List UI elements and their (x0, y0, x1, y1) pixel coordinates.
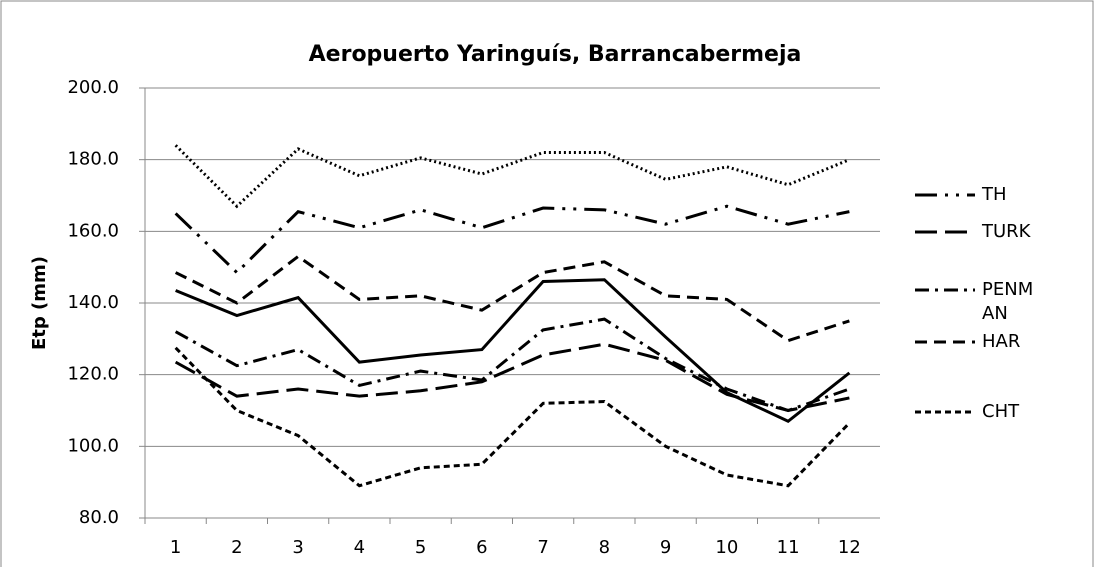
y-tick-label: 200.0 (67, 77, 119, 98)
y-tick-label: 120.0 (67, 364, 119, 385)
x-tick-label: 10 (715, 537, 738, 558)
series-line (174, 317, 850, 413)
x-tick-label: 6 (476, 537, 487, 558)
x-tick-label: 1 (170, 537, 181, 558)
x-tick-label: 7 (537, 537, 548, 558)
series-line (174, 204, 850, 275)
series-line (175, 278, 851, 424)
x-tick-label: 9 (660, 537, 671, 558)
x-tick-label: 8 (599, 537, 610, 558)
y-tick-label: 160.0 (67, 220, 119, 241)
x-tick-label: 2 (231, 537, 242, 558)
x-tick-label: 4 (354, 537, 365, 558)
series-line (174, 346, 851, 488)
legend-label: PENMAN (982, 279, 1034, 324)
series-line (174, 144, 850, 209)
y-tick-label: 100.0 (67, 435, 119, 456)
legend-label: TH (982, 184, 1007, 205)
legend-label: CHT (982, 401, 1020, 422)
y-axis-label: Etp (mm) (29, 256, 50, 350)
y-tick-label: 140.0 (67, 292, 119, 313)
y-tick-label: 180.0 (67, 149, 119, 170)
x-tick-label: 12 (838, 537, 861, 558)
y-tick-label: 80.0 (79, 507, 119, 528)
x-tick-label: 5 (415, 537, 426, 558)
x-tick-label: 3 (292, 537, 303, 558)
legend-label: HAR (982, 331, 1021, 352)
series-line (174, 254, 850, 343)
chart-title: Aeropuerto Yaringuís, Barrancabermeja (309, 42, 802, 67)
x-tick-label: 11 (777, 537, 800, 558)
legend-label: TURK (982, 221, 1031, 242)
